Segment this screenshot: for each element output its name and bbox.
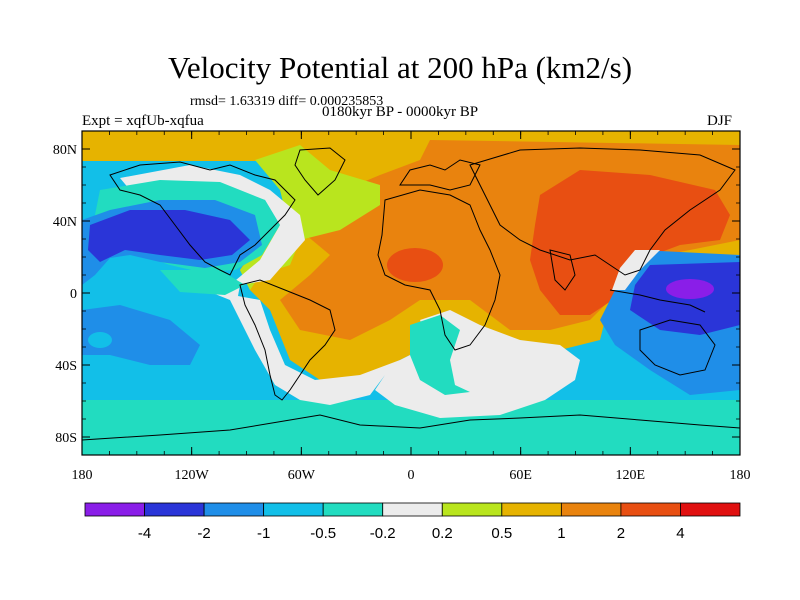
contour-fields — [82, 131, 740, 455]
colorbar-swatch — [322, 502, 384, 517]
map-axes: 80N 40N 0 40S 80S 180 120W 60W 0 60E 120E 180 — [53, 130, 751, 483]
coastlines — [82, 147, 740, 441]
colorbar-label: 0.2 — [432, 525, 453, 542]
field-cyan-tropical-band — [160, 270, 245, 295]
colorbar-swatch — [501, 502, 562, 517]
colorbar-label: 1 — [557, 525, 565, 542]
lat-label: 80S — [55, 431, 77, 446]
colorbar-label: -0.5 — [310, 525, 336, 542]
colorbar-label: 4 — [676, 525, 684, 542]
colorbar-label: 0.5 — [491, 525, 512, 542]
coast-antarctica — [82, 414, 740, 441]
lat-label: 80N — [53, 143, 77, 158]
coast-maritime-continent — [609, 289, 706, 313]
colorbar-label: -4 — [138, 525, 151, 542]
field-positive-4-africa — [387, 248, 443, 282]
colorbar-swatch — [560, 502, 622, 517]
field-darkblue-north-pacific — [88, 210, 250, 262]
colorbar-label: -2 — [197, 525, 210, 542]
field-neutral-west-pacific — [612, 250, 660, 290]
lon-label: 120W — [175, 468, 210, 483]
coast-australia — [639, 319, 716, 376]
season-label: DJF — [707, 113, 733, 129]
coast-europe — [399, 159, 481, 191]
field-blue-south-pacific — [82, 305, 200, 365]
experiment-label: Expt = xqfUb-xqfua — [82, 113, 204, 129]
colorbar-swatch — [263, 502, 324, 517]
field-south-atlantic-cyan — [410, 315, 470, 395]
lon-label: 180 — [72, 468, 93, 483]
coast-greenland — [294, 147, 346, 196]
lon-label: 60E — [509, 468, 532, 483]
lon-label: 120E — [616, 468, 646, 483]
lon-label: 0 — [408, 468, 415, 483]
coast-asia — [469, 147, 736, 276]
colorbar-label: 2 — [617, 525, 625, 542]
field-cyan-spot — [88, 332, 112, 348]
period-label: 0180kyr BP - 0000kyr BP — [322, 104, 479, 120]
colorbar-swatch — [382, 502, 443, 517]
field-purple-west-pacific — [666, 279, 714, 299]
colorbar-label: -0.2 — [370, 525, 396, 542]
lon-label: 60W — [288, 468, 316, 483]
colorbar-swatch — [203, 502, 265, 517]
stats-label: rmsd= 1.63319 diff= 0.000235853 — [190, 94, 384, 109]
colorbar-swatch — [620, 502, 681, 517]
colorbar: -4 -2 -1 -0.5 -0.2 0.2 0.5 1 2 4 — [84, 502, 741, 542]
colorbar-swatch — [144, 502, 205, 517]
coast-north-america — [109, 161, 296, 276]
coast-south-america — [239, 279, 336, 401]
coast-india — [549, 249, 576, 291]
colorbar-swatch — [680, 502, 741, 517]
colorbar-swatch — [84, 502, 145, 517]
field-neutral-atlantic — [120, 165, 580, 418]
coast-africa — [377, 189, 501, 351]
lat-label: 40N — [53, 215, 77, 230]
lat-label: 0 — [70, 287, 77, 302]
field-positive-4-asia — [530, 170, 730, 315]
lon-label: 180 — [730, 468, 751, 483]
chart-title: Velocity Potential at 200 hPa (km2/s) — [167, 50, 633, 85]
colorbar-swatch — [441, 502, 503, 517]
lat-label: 40S — [55, 359, 77, 374]
colorbar-label: -1 — [257, 525, 270, 542]
